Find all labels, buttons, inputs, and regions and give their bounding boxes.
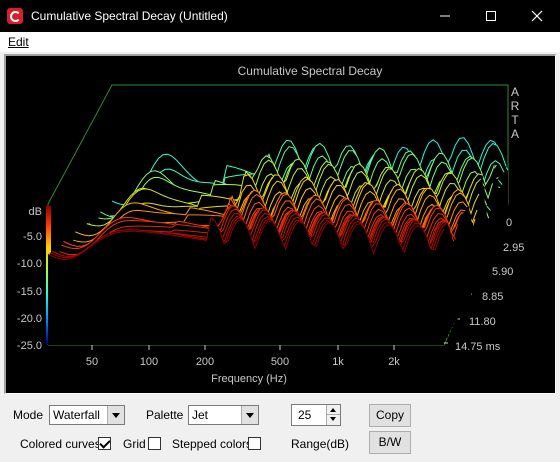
chevron-down-icon[interactable] bbox=[241, 406, 258, 424]
plot-frame-back bbox=[47, 84, 509, 205]
menu-edit-label: Edit bbox=[8, 35, 29, 49]
palette-select[interactable]: Jet bbox=[188, 405, 259, 425]
range-spinner[interactable]: 25 bbox=[291, 404, 341, 426]
y-tick-label: -15.0 bbox=[17, 286, 42, 298]
colored-curves-checkbox[interactable] bbox=[98, 437, 111, 450]
decay-slice-fill bbox=[48, 218, 444, 345]
copy-button[interactable]: Copy bbox=[369, 404, 411, 427]
maximize-button[interactable] bbox=[468, 0, 514, 32]
stepped-colors-checkbox[interactable] bbox=[248, 437, 261, 450]
menu-bar: Edit bbox=[0, 32, 560, 52]
csd-plot: Cumulative Spectral Decay A R T A dB -5.… bbox=[17, 64, 525, 385]
z-tick-label: 8.85 bbox=[482, 291, 503, 303]
z-tick-label: 2.95 bbox=[503, 242, 524, 254]
grid-label: Grid bbox=[123, 437, 146, 451]
z-tick-label: 14.75 ms bbox=[455, 341, 501, 353]
x-tick-label: 50 bbox=[86, 356, 98, 368]
z-tick-label: 5.90 bbox=[492, 266, 513, 278]
mode-value: Waterfall bbox=[53, 408, 100, 422]
palette-label: Palette bbox=[146, 408, 184, 422]
spin-down-icon[interactable] bbox=[326, 415, 340, 425]
y-tick-label: -10.0 bbox=[17, 258, 42, 270]
x-axis-label: Frequency (Hz) bbox=[211, 373, 287, 385]
range-value: 25 bbox=[298, 408, 312, 422]
y-tick-label: -5.0 bbox=[23, 231, 42, 243]
mode-label: Mode bbox=[13, 408, 44, 422]
maximize-icon bbox=[486, 11, 496, 21]
z-tick-label: 11.80 bbox=[469, 316, 496, 328]
x-tick-label: 2k bbox=[388, 356, 400, 368]
mode-select[interactable]: Waterfall bbox=[49, 405, 125, 425]
y-tick-label: -20.0 bbox=[17, 313, 42, 325]
y-tick-label: -25.0 bbox=[17, 340, 42, 352]
range-label: Range(dB) bbox=[291, 437, 350, 451]
app-icon[interactable] bbox=[7, 8, 23, 24]
bw-button[interactable]: B/W bbox=[369, 431, 411, 454]
z-tick-label: 0 bbox=[506, 217, 512, 229]
stepped-colors-label: Stepped colors bbox=[172, 437, 253, 451]
grid-checkbox[interactable] bbox=[148, 437, 161, 450]
minimize-icon bbox=[440, 15, 450, 17]
x-tick-label: 200 bbox=[196, 356, 214, 368]
minimize-button[interactable] bbox=[422, 0, 468, 32]
brand-letter: A bbox=[511, 85, 519, 99]
x-tick-label: 100 bbox=[140, 356, 158, 368]
brand-letter: A bbox=[511, 127, 519, 141]
brand-letter: R bbox=[511, 99, 520, 113]
close-icon bbox=[531, 10, 543, 22]
window-title: Cumulative Spectral Decay (Untitled) bbox=[31, 9, 228, 23]
spin-up-icon[interactable] bbox=[326, 405, 340, 415]
title-bar: Cumulative Spectral Decay (Untitled) bbox=[0, 0, 560, 32]
x-tick-label: 500 bbox=[271, 356, 289, 368]
chevron-down-icon[interactable] bbox=[107, 406, 124, 424]
brand-letter: T bbox=[511, 113, 519, 127]
plot-title: Cumulative Spectral Decay bbox=[238, 64, 383, 78]
palette-value: Jet bbox=[192, 408, 209, 422]
menu-edit[interactable]: Edit bbox=[8, 35, 29, 49]
y-axis-unit: dB bbox=[29, 206, 42, 218]
colored-curves-label: Colored curves bbox=[20, 437, 101, 451]
close-button[interactable] bbox=[514, 0, 560, 32]
decay-slice-curve bbox=[47, 217, 445, 260]
x-tick-label: 1k bbox=[332, 356, 344, 368]
